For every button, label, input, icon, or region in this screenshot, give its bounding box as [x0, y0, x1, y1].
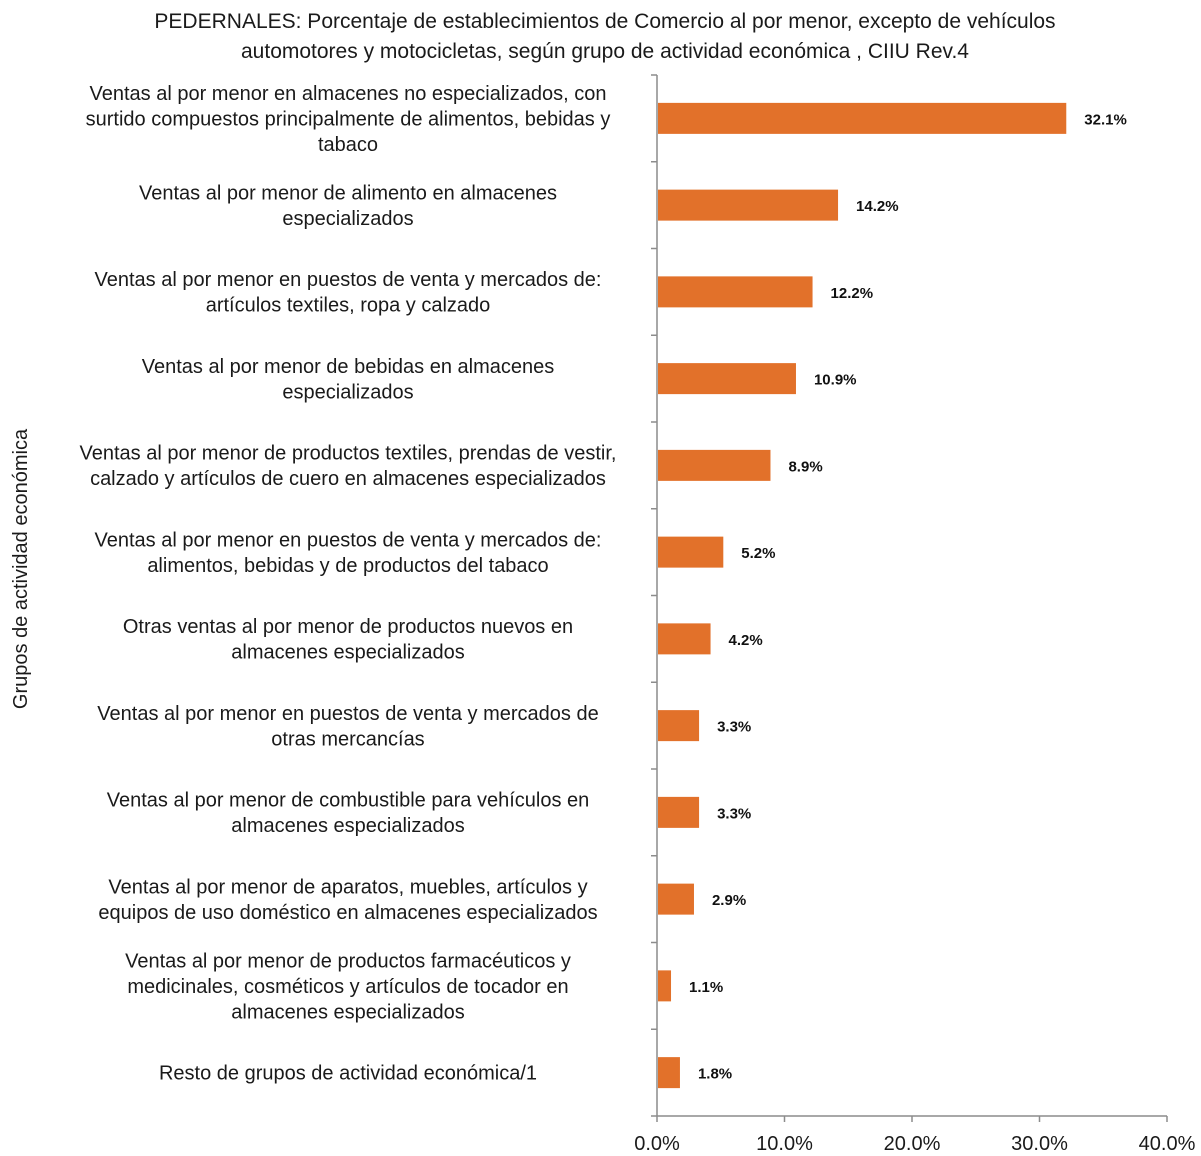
data-label: 5.2% [741, 545, 775, 562]
bar [658, 102, 1067, 134]
category-label-line: Ventas al por menor de productos farmacé… [125, 950, 571, 972]
category-label: Ventas al por menor de productos farmacé… [125, 950, 571, 1023]
category-label-line: almacenes especializados [231, 1001, 464, 1023]
bar [658, 536, 724, 568]
data-label: 1.1% [689, 979, 723, 996]
bar [658, 189, 839, 221]
category-label-line: Ventas al por menor en almacenes no espe… [90, 83, 607, 105]
category-label-line: calzado y artículos de cuero en almacene… [90, 468, 606, 490]
category-label-line: Otras ventas al por menor de productos n… [123, 616, 573, 638]
category-label-line: artículos textiles, ropa y calzado [206, 295, 491, 317]
bar [658, 276, 813, 308]
data-label: 4.2% [729, 632, 763, 649]
category-label-line: Ventas al por menor en puestos de venta … [95, 269, 602, 291]
bar [658, 883, 694, 915]
category-label-line: medicinales, cosméticos y artículos de t… [127, 976, 568, 998]
category-label-line: Ventas al por menor de bebidas en almace… [142, 356, 555, 378]
category-label: Ventas al por menor de productos textile… [80, 443, 617, 491]
plot-area: 0.0% 10.0% 20.0% 30.0% 40.0% 32.1% Ventas al p… [80, 74, 1196, 1155]
category-label: Ventas al por menor en puestos de venta … [95, 529, 602, 577]
data-label: 3.3% [717, 805, 751, 822]
category-label: Ventas al por menor en puestos de venta … [95, 269, 602, 317]
chart-title-line-1: PEDERNALES: Porcentaje de establecimient… [154, 10, 1055, 33]
category-label-line: Ventas al por menor de alimento en almac… [139, 182, 557, 204]
chart-title: PEDERNALES: Porcentaje de establecimient… [154, 10, 1055, 63]
category-label: Ventas al por menor de bebidas en almace… [142, 356, 555, 404]
data-label: 8.9% [788, 458, 822, 475]
category-label: Resto de grupos de actividad económica/1 [159, 1063, 537, 1085]
category-label-line: Ventas al por menor en puestos de venta … [97, 703, 598, 725]
data-label: 10.9% [814, 372, 857, 389]
category-label-line: otras mercancías [271, 728, 424, 750]
data-label: 14.2% [856, 198, 899, 215]
x-tick-label: 20.0% [884, 1133, 941, 1155]
bar [658, 970, 672, 1002]
x-tick-label: 10.0% [756, 1133, 813, 1155]
category-label: Ventas al por menor en puestos de venta … [97, 703, 598, 751]
data-label: 3.3% [717, 719, 751, 736]
bar [658, 710, 700, 742]
bar [658, 623, 711, 655]
category-label-line: equipos de uso doméstico en almacenes es… [98, 902, 597, 924]
category-label-line: almacenes especializados [231, 642, 464, 664]
bar [658, 363, 796, 395]
category-label: Ventas al por menor de combustible para … [107, 790, 590, 838]
category-label-line: alimentos, bebidas y de productos del ta… [147, 555, 548, 577]
x-tick-label: 40.0% [1139, 1133, 1196, 1155]
category-label-line: surtido compuestos principalmente de ali… [86, 108, 611, 130]
bar [658, 796, 700, 828]
bar [658, 1057, 680, 1089]
category-label-line: almacenes especializados [231, 815, 464, 837]
data-label: 12.2% [831, 285, 874, 302]
chart-title-line-2: automotores y motocicletas, según grupo … [241, 40, 969, 63]
category-label-line: especializados [282, 208, 413, 230]
category-label-line: Resto de grupos de actividad económica/1 [159, 1063, 537, 1085]
category-label: Otras ventas al por menor de productos n… [123, 616, 573, 664]
y-axis-title: Grupos de actividad económica [10, 428, 32, 709]
category-label-line: Ventas al por menor de combustible para … [107, 790, 590, 812]
x-tick-label: 0.0% [634, 1133, 680, 1155]
category-label-line: tabaco [318, 134, 378, 156]
category-label: Ventas al por menor de alimento en almac… [139, 182, 557, 230]
category-label: Ventas al por menor en almacenes no espe… [86, 83, 611, 156]
data-label: 2.9% [712, 892, 746, 909]
data-label: 1.8% [698, 1066, 732, 1083]
category-label-line: especializados [282, 381, 413, 403]
category-label: Ventas al por menor de aparatos, muebles… [98, 876, 597, 924]
category-label-line: Ventas al por menor de aparatos, muebles… [108, 876, 587, 898]
category-label-line: Ventas al por menor de productos textile… [80, 443, 617, 465]
category-label-line: Ventas al por menor en puestos de venta … [95, 529, 602, 551]
bar [658, 449, 771, 481]
x-tick-label: 30.0% [1011, 1133, 1068, 1155]
data-label: 32.1% [1084, 111, 1127, 128]
